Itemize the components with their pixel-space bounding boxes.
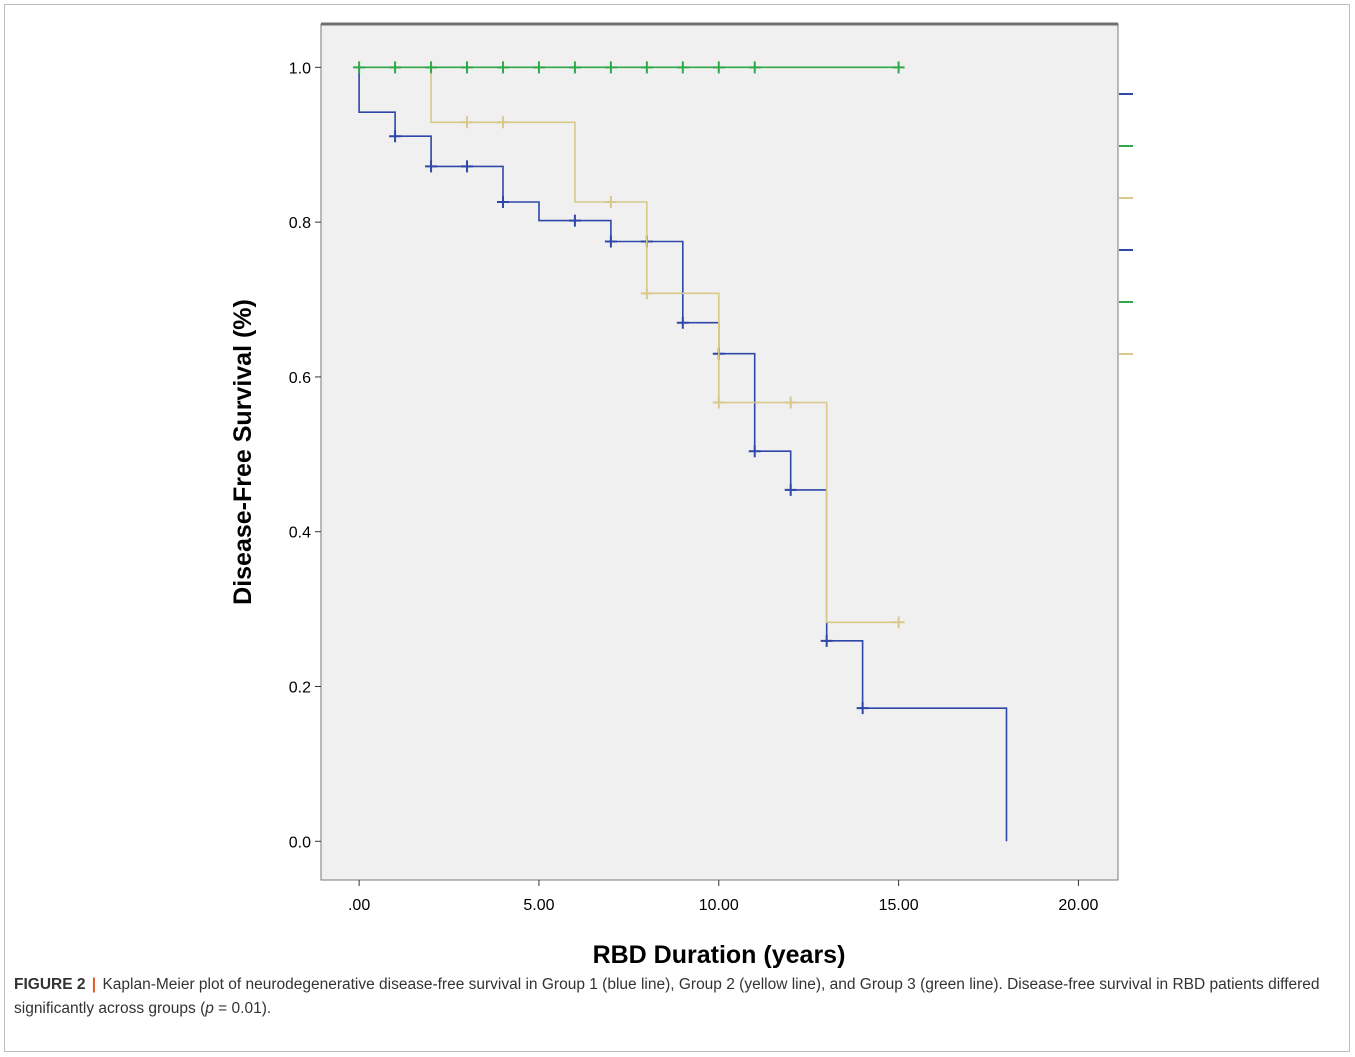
caption-text-1: Kaplan-Meier plot of neurodegenerative d…: [14, 976, 1320, 1017]
y-tick-label: 0.6: [289, 370, 311, 387]
x-axis-title: RBD Duration (years): [593, 941, 846, 969]
x-tick-label: 20.00: [1058, 897, 1098, 914]
censor-mark: [568, 214, 581, 227]
censor-mark: [784, 396, 797, 409]
censor-mark: [461, 61, 474, 74]
censor-mark: [353, 61, 366, 74]
x-tick-label: 15.00: [879, 897, 919, 914]
censor-mark: [640, 61, 653, 74]
series-2: [359, 66, 905, 629]
censor-mark: [461, 160, 474, 173]
caption-text-2: = 0.01).: [213, 1000, 272, 1017]
censor-mark: [532, 61, 545, 74]
censor-mark: [496, 61, 509, 74]
x-tick-label: 10.00: [699, 897, 739, 914]
y-axis-title: Disease-Free Survival (%): [229, 299, 257, 605]
series-layer: [353, 61, 1008, 842]
plot-area: [320, 23, 1119, 881]
legend: [1119, 93, 1133, 355]
censor-mark: [496, 196, 509, 209]
y-tick-label: 1.0: [289, 60, 311, 77]
y-tick-label: 0.8: [289, 215, 311, 232]
censor-mark: [748, 61, 761, 74]
censor-mark: [389, 61, 402, 74]
y-tick-label: 0.0: [289, 834, 311, 851]
survival-step-line: [359, 66, 899, 624]
y-tick-label: 0.4: [289, 525, 311, 542]
censor-mark: [676, 316, 689, 329]
censor-mark: [604, 196, 617, 209]
series-3: [353, 61, 905, 74]
censor-mark: [425, 160, 438, 173]
axis-ticks: 0.0 0.2 0.4 0.6 0.8 1.0 .00 5.00 10.00 15.00 20.00: [289, 60, 1099, 914]
censor-mark: [389, 130, 402, 143]
censor-mark: [820, 634, 833, 647]
x-tick-label: 5.00: [523, 897, 554, 914]
caption-separator: |: [91, 976, 97, 993]
censor-mark: [892, 616, 905, 629]
x-tick-label: .00: [348, 897, 370, 914]
caption-p-symbol: p: [205, 1000, 214, 1017]
censor-mark: [748, 445, 761, 458]
censor-mark: [568, 61, 581, 74]
censor-mark: [712, 396, 725, 409]
censor-mark: [676, 61, 689, 74]
censor-mark: [784, 483, 797, 496]
figure-caption: FIGURE 2 | Kaplan-Meier plot of neurodeg…: [14, 973, 1342, 1021]
censor-mark: [640, 287, 653, 300]
censor-mark: [604, 61, 617, 74]
censor-mark: [712, 61, 725, 74]
y-tick-label: 0.2: [289, 680, 311, 697]
censor-mark: [892, 61, 905, 74]
censor-mark: [856, 702, 869, 715]
km-chart: 0.0 0.2 0.4 0.6 0.8 1.0 .00 5.00 10.00 15.00 20.00…: [229, 22, 1133, 969]
censor-mark: [496, 116, 509, 129]
censor-mark: [604, 235, 617, 248]
censor-mark: [425, 61, 438, 74]
censor-mark: [461, 116, 474, 129]
figure-label: FIGURE 2: [14, 976, 86, 993]
